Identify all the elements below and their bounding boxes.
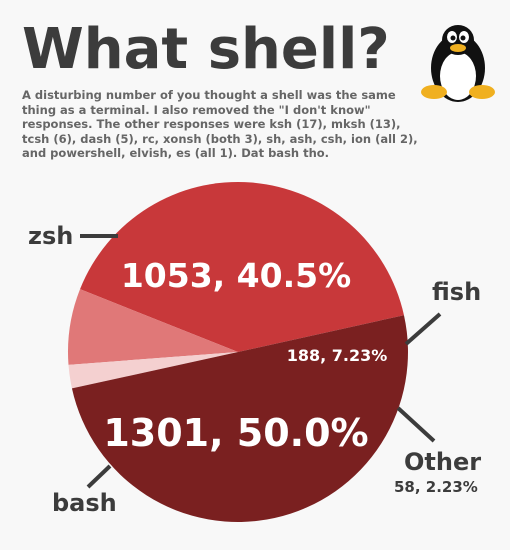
zsh-legend-label: zsh (28, 222, 73, 250)
bash-legend-label: bash (52, 489, 117, 517)
zsh-value-label: 1053, 40.5% (121, 256, 351, 295)
fish-leader-line (406, 314, 440, 344)
other-legend-label: Other (404, 448, 481, 476)
other-value-label: 58, 2.23% (394, 478, 478, 496)
fish-value-label: 188, 7.23% (287, 346, 388, 365)
fish-legend-label: fish (432, 278, 481, 306)
tux-penguin-icon (421, 25, 495, 102)
bash-value-label: 1301, 50.0% (103, 411, 368, 455)
other-leader-line (398, 408, 434, 441)
bash-leader-line (88, 466, 110, 487)
